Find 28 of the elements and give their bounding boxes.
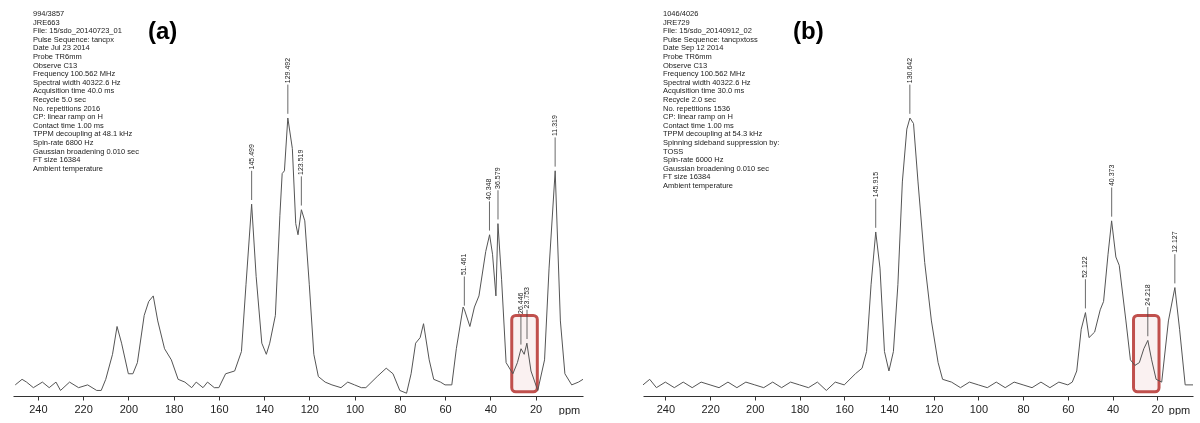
- x-tick-label: 200: [746, 402, 765, 415]
- text: (a): [148, 17, 178, 44]
- x-tick-label: 180: [164, 402, 184, 415]
- x-tick-label: 40: [1106, 402, 1120, 415]
- x-axis-title: ppm: [558, 403, 581, 416]
- x-tick-label: 60: [439, 402, 452, 415]
- x-axis-title: ppm: [1168, 403, 1191, 416]
- x-tick-label: 100: [345, 402, 365, 415]
- x-tick-label: 220: [74, 402, 93, 415]
- x-tick-label: 20: [1151, 402, 1164, 415]
- x-tick-label: 200: [119, 402, 139, 415]
- x-tick-label: 220: [701, 402, 720, 415]
- x-tick-label: 120: [924, 402, 944, 415]
- x-tick-label: 80: [1017, 402, 1030, 415]
- x-tick-label: 140: [880, 402, 899, 415]
- x-tick-label: 180: [790, 402, 810, 415]
- x-tick-label: 80: [394, 402, 407, 415]
- x-tick-label: 140: [255, 402, 274, 415]
- x-tick-label: 240: [29, 402, 48, 415]
- x-tick-label: 20: [529, 402, 543, 415]
- x-tick-label: 120: [300, 402, 319, 415]
- x-tick-label: 160: [835, 402, 854, 415]
- x-tick-label: 240: [656, 402, 676, 415]
- x-tick-label: 60: [1062, 402, 1075, 415]
- text: (b): [793, 17, 824, 44]
- x-tick-label: 100: [969, 402, 989, 415]
- x-tick-label: 40: [484, 402, 497, 415]
- x-tick-label: 160: [210, 402, 229, 415]
